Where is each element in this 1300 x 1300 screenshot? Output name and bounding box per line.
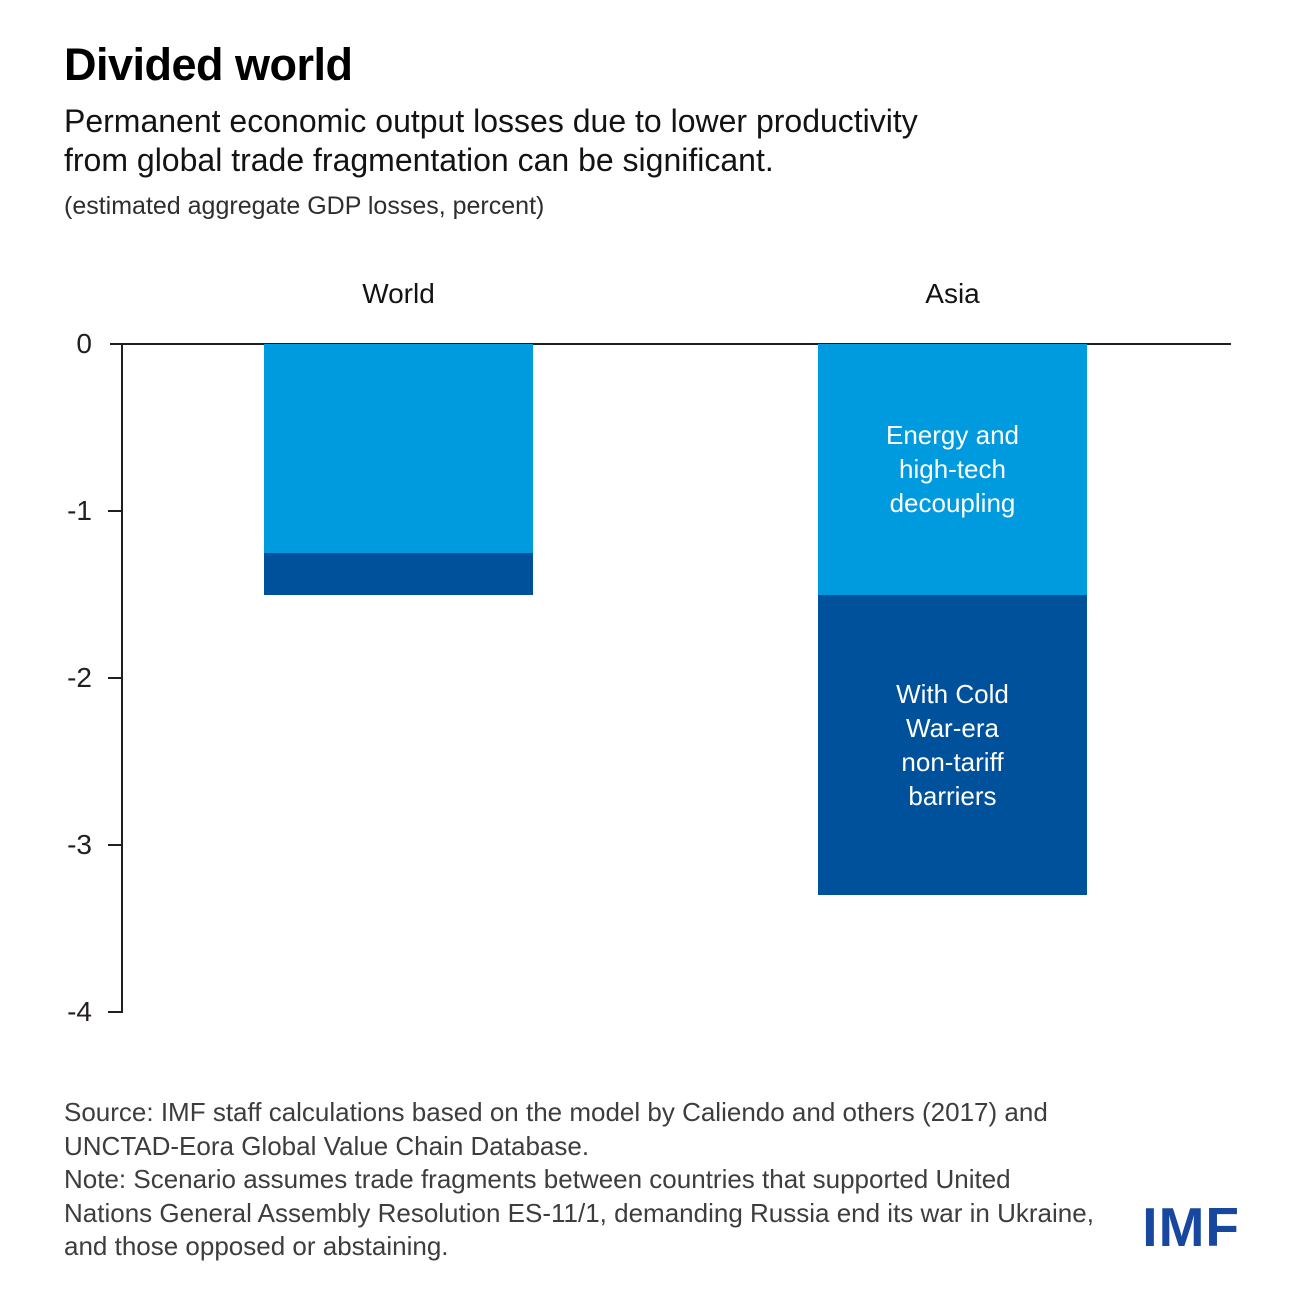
axis-tick	[108, 677, 122, 679]
y-tick-label: -3	[67, 829, 92, 860]
note-line: and those opposed or abstaining.	[64, 1231, 449, 1261]
source-line: UNCTAD-Eora Global Value Chain Database.	[64, 1130, 590, 1161]
page-title: Divided world	[64, 39, 353, 90]
segment-label-line: With Cold	[896, 678, 1009, 709]
segment-label-line: Energy and	[886, 420, 1019, 451]
axis-tick	[108, 510, 122, 512]
note-line: Nations General Assembly Resolution ES-1…	[64, 1197, 1094, 1228]
bar-asia-energy-decoupling-segment: Energy and high-tech decoupling	[818, 344, 1087, 595]
asia-energy-decoupling-label: Energy and high-tech decoupling	[886, 418, 1019, 520]
segment-label-line: War-era	[906, 712, 999, 743]
segment-label-line: decoupling	[889, 488, 1016, 519]
asia-cold-war-barriers-label: With Cold War-era non-tariff barriers	[896, 677, 1009, 813]
bar-world-energy-decoupling-segment	[264, 344, 533, 553]
y-tick-label: -2	[67, 662, 92, 693]
axis-tick	[108, 1011, 122, 1013]
bar-world-cold-war-barriers-segment	[264, 552, 533, 595]
y-tick-label: -1	[67, 495, 92, 526]
note-line: Note: Scenario assumes trade fragments b…	[64, 1164, 1011, 1194]
axis-tick	[108, 844, 122, 846]
segment-label-line: barriers	[908, 780, 997, 811]
category-label-world: World	[362, 278, 435, 309]
page-subtitle: Permanent economic output losses due to …	[64, 102, 918, 180]
units-label: (estimated aggregate GDP losses, percent…	[64, 192, 545, 220]
subtitle-line-1: Permanent economic output losses due to …	[64, 103, 918, 139]
y-tick-label: -4	[67, 996, 92, 1027]
subtitle-line-2: from global trade fragmentation can be s…	[64, 142, 774, 178]
segment-label-line: high-tech	[899, 454, 1006, 485]
category-label-asia: Asia	[925, 278, 980, 309]
bar-asia-cold-war-barriers-segment: With Cold War-era non-tariff barriers	[818, 594, 1087, 896]
y-axis-line	[121, 343, 123, 1013]
y-tick-label: 0	[76, 328, 92, 359]
imf-logo: IMF	[1142, 1196, 1240, 1258]
source-line: Source: IMF staff calculations based on …	[64, 1097, 1048, 1127]
segment-label-line: non-tariff	[901, 746, 1004, 777]
source-note: Source: IMF staff calculations based on …	[64, 1096, 1094, 1264]
zero-axis-line	[110, 343, 1231, 345]
